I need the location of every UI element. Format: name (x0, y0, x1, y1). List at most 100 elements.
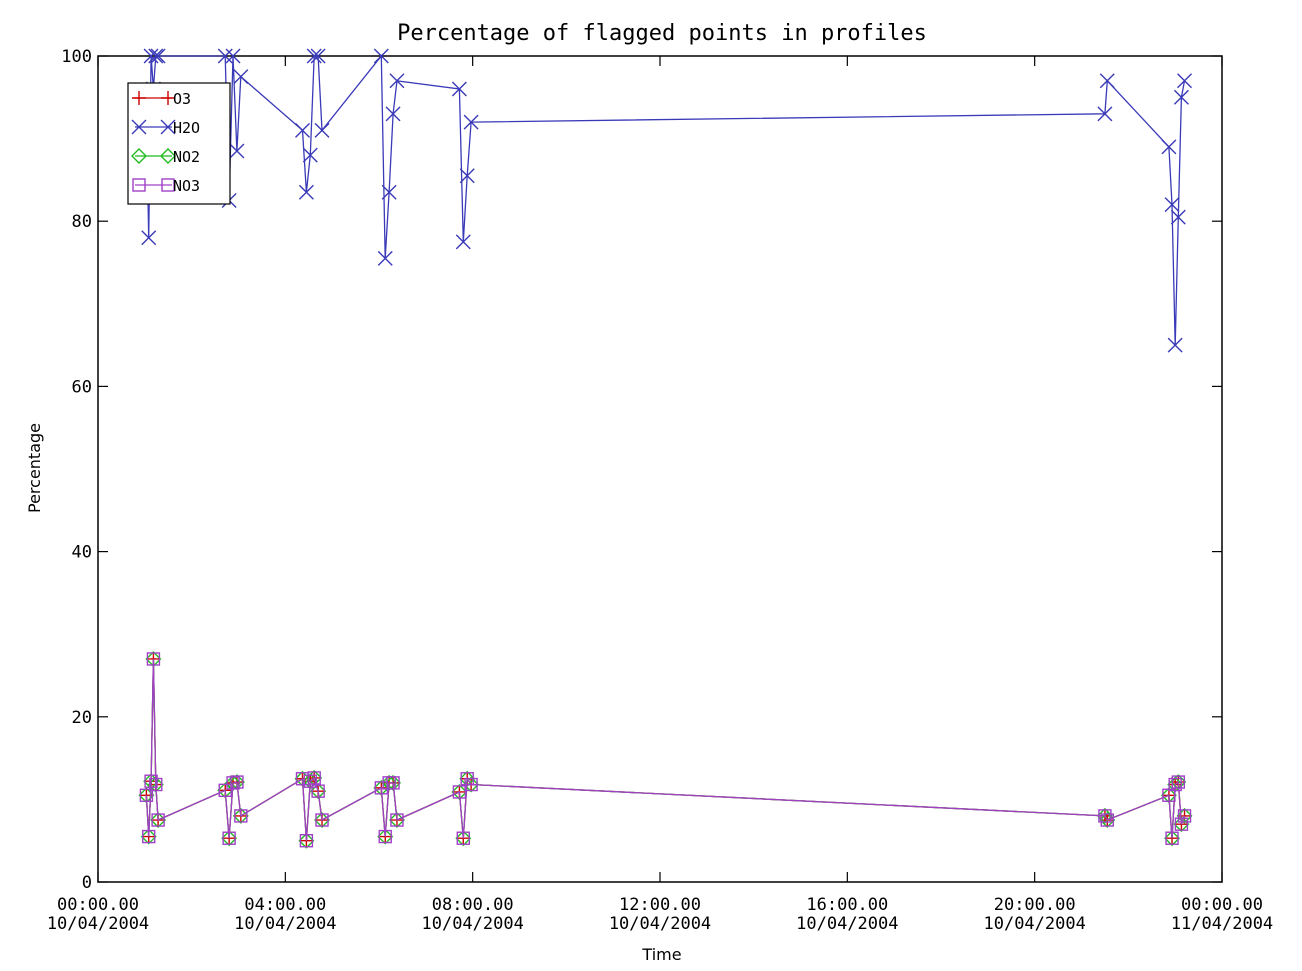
data-point-no3 (456, 831, 470, 845)
data-point-no3 (1171, 775, 1185, 789)
legend-marker-o3 (132, 91, 146, 105)
data-point-h2o (389, 73, 405, 89)
data-point-h2o (459, 168, 475, 184)
data-point-h2o (1177, 73, 1193, 89)
legend-box (127, 82, 231, 205)
y-tick-label: 20 (72, 708, 92, 728)
data-point-no2 (385, 774, 402, 791)
x-tick-label-time: 20:00.00 (994, 895, 1076, 915)
data-point-no3 (151, 813, 165, 827)
data-point-no3 (311, 784, 325, 798)
data-point-no2 (1176, 807, 1193, 824)
legend-marker-no3 (161, 178, 175, 192)
legend-label-o3: O3 (173, 90, 191, 108)
x-tick-label-date: 10/04/2004 (796, 914, 898, 934)
data-point-no3 (139, 788, 154, 802)
y-tick-label: 80 (72, 212, 92, 232)
chart-title: Percentage of flagged points in profiles (397, 21, 927, 46)
data-point-h2o (451, 81, 467, 97)
data-point-h2o (385, 106, 401, 122)
data-point-no3 (146, 652, 161, 666)
data-point-no3 (307, 771, 321, 785)
x-tick-label-time: 00:00.00 (57, 895, 139, 915)
x-tick-label-date: 10/04/2004 (234, 914, 336, 934)
y-tick-label: 0 (82, 873, 92, 893)
data-point-h2o (141, 230, 157, 246)
series-layer (138, 48, 1193, 849)
data-point-no3 (378, 829, 392, 844)
legend: O3 H2O NO2 NO3 (127, 82, 231, 205)
data-point-no3 (386, 776, 400, 790)
data-point-h2o (143, 48, 159, 64)
x-tick-label-date: 10/04/2004 (47, 914, 149, 934)
data-point-h2o (150, 48, 166, 64)
data-point-no3 (315, 813, 329, 827)
data-point-no3 (303, 774, 318, 788)
x-tick-label-time: 12:00.00 (619, 895, 701, 915)
x-tick-label-date: 10/04/2004 (609, 914, 711, 934)
plot-frame (97, 55, 1223, 883)
legend-marker-h2o (131, 119, 147, 135)
data-point-no3 (149, 777, 163, 792)
data-point-h2o (295, 122, 311, 138)
data-point-no2 (1164, 830, 1181, 847)
data-point-no3 (226, 776, 240, 790)
data-point-h2o (1167, 337, 1183, 353)
legend-marker-o3 (161, 91, 175, 105)
data-point-no3 (142, 829, 156, 844)
data-point-no3 (464, 777, 478, 792)
axes: 02040608010000:00.0010/04/200404:00.0010… (47, 47, 1273, 934)
x-tick-label-date: 10/04/2004 (421, 914, 523, 934)
legend-label-h2o: H2O (173, 119, 200, 137)
data-point-h2o (1164, 197, 1180, 213)
y-tick-label: 100 (61, 47, 92, 67)
x-tick-label-time: 04:00.00 (244, 895, 326, 915)
data-point-h2o (1173, 89, 1189, 105)
legend-marker-no2 (131, 148, 147, 164)
data-point-h2o (233, 69, 249, 85)
data-point-h2o (463, 114, 479, 130)
legend-label-no2: NO2 (173, 148, 200, 166)
data-point-no3 (234, 809, 248, 823)
data-point-no3 (1174, 817, 1189, 831)
series-line-no3 (145, 658, 1186, 841)
data-point-h2o (381, 184, 397, 200)
data-point-h2o (302, 147, 318, 163)
data-point-no3 (1100, 813, 1114, 827)
data-point-h2o (1099, 73, 1115, 89)
y-tick-label: 40 (72, 543, 92, 563)
data-point-no3 (222, 831, 236, 845)
x-tick-label-time: 16:00.00 (806, 895, 888, 915)
data-point-h2o (377, 250, 393, 266)
data-point-h2o (298, 184, 314, 200)
data-point-no3 (299, 834, 314, 848)
y-tick-label: 60 (72, 377, 92, 397)
data-point-h2o (373, 48, 389, 64)
legend-marker-no3 (132, 178, 146, 192)
legend-label-no3: NO3 (173, 177, 200, 195)
data-point-no3 (1168, 777, 1182, 792)
data-point-no3 (1165, 831, 1179, 845)
data-point-h2o (1097, 106, 1113, 122)
series-no3 (139, 652, 1192, 848)
data-point-no3 (390, 813, 404, 827)
data-point-h2o (1161, 139, 1177, 155)
data-point-h2o (217, 48, 233, 64)
data-point-h2o (148, 48, 164, 64)
data-point-h2o (310, 48, 326, 64)
data-point-h2o (1170, 209, 1186, 225)
data-point-h2o (229, 143, 245, 159)
x-tick-label-time: 08:00.00 (432, 895, 514, 915)
data-point-no2 (310, 783, 327, 800)
data-point-no2 (377, 828, 394, 845)
data-point-h2o (306, 48, 322, 64)
data-point-h2o (225, 48, 241, 64)
x-tick-label-time: 00:00.00 (1181, 895, 1263, 915)
data-point-no3 (1098, 809, 1112, 823)
data-point-no3 (1177, 809, 1192, 823)
data-point-no3 (144, 774, 158, 788)
data-point-no3 (452, 785, 467, 799)
x-axis-label: Time (641, 945, 681, 964)
